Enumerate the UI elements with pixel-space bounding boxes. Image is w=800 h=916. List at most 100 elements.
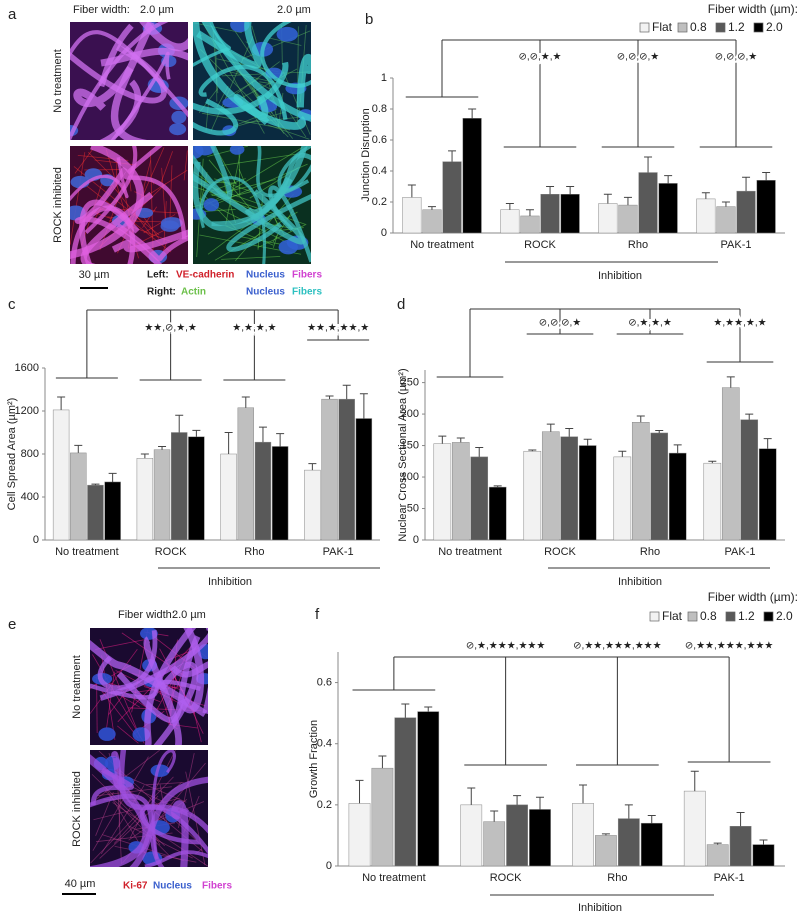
fiber xyxy=(110,51,171,140)
error-bar xyxy=(359,393,368,419)
bracket xyxy=(55,310,118,379)
bar xyxy=(640,822,663,867)
legend-swatch xyxy=(763,611,774,622)
bar xyxy=(271,446,289,541)
texture xyxy=(238,147,241,196)
significance: ★,★★,★,★ xyxy=(713,318,766,329)
bar xyxy=(541,431,560,541)
group-label: Inhibition xyxy=(598,270,642,282)
error-bar xyxy=(490,810,499,822)
panel-letter: f xyxy=(315,606,320,623)
error-bar xyxy=(601,833,610,836)
legend-item: Nucleus xyxy=(153,881,192,892)
bracket xyxy=(139,310,202,381)
micrograph-content xyxy=(90,628,208,745)
fiber xyxy=(171,800,190,867)
bar xyxy=(658,183,678,234)
significance: ⊘,★★,★★★,★★★ xyxy=(685,641,773,652)
bracket xyxy=(706,309,774,363)
error-bar xyxy=(424,706,433,712)
error-bar xyxy=(546,423,555,432)
bar xyxy=(488,486,507,541)
legend-swatch xyxy=(725,611,736,622)
y-axis-label: Growth Fraction xyxy=(308,720,320,798)
texture xyxy=(95,639,145,650)
legend-swatch xyxy=(649,611,660,622)
error-bar xyxy=(701,192,710,199)
texture xyxy=(225,151,242,225)
y-tick-label: 0 xyxy=(33,534,39,546)
legend-swatch xyxy=(715,22,726,33)
bar xyxy=(752,844,775,867)
x-tick-label: ROCK xyxy=(155,546,187,558)
row-label: No treatment xyxy=(52,49,64,113)
fiber xyxy=(193,146,233,200)
error-bar xyxy=(355,779,364,804)
bar xyxy=(70,452,87,541)
nucleus xyxy=(169,123,187,136)
legend-side: Right: xyxy=(147,287,176,298)
legend-item: Actin xyxy=(181,287,206,298)
legend-item: Nucleus xyxy=(246,287,285,298)
error-bar xyxy=(325,395,334,400)
panel-letter: b xyxy=(365,11,373,28)
legend-swatch xyxy=(677,22,688,33)
texture xyxy=(234,31,307,138)
fiber xyxy=(144,850,208,867)
fiber xyxy=(70,30,188,118)
error-bar xyxy=(407,184,416,198)
error-bar xyxy=(438,435,447,444)
error-bar xyxy=(456,437,465,443)
bar xyxy=(87,484,104,541)
bar xyxy=(171,432,188,541)
legend-label: Flat xyxy=(652,20,673,34)
bar xyxy=(683,790,706,867)
scale-bar-label: 40 µm xyxy=(65,878,96,890)
texture xyxy=(97,786,172,797)
bracket xyxy=(601,40,675,148)
panel-letter: a xyxy=(8,6,17,23)
bar xyxy=(668,452,687,541)
bar xyxy=(736,190,756,234)
error-bar xyxy=(505,203,514,210)
error-bar xyxy=(224,432,233,454)
legend-title: Fiber width (µm): xyxy=(708,2,798,16)
bar xyxy=(529,809,551,867)
nucleus xyxy=(98,727,116,741)
fiber xyxy=(260,22,311,88)
bar xyxy=(394,717,417,867)
error-bar xyxy=(448,150,457,162)
texture xyxy=(296,26,299,124)
fiber xyxy=(193,61,289,115)
bar xyxy=(136,458,154,541)
bar xyxy=(153,449,171,541)
texture xyxy=(188,691,202,743)
error-bar xyxy=(745,413,754,420)
error-bar xyxy=(566,186,575,195)
fiber xyxy=(177,628,205,714)
error-bar xyxy=(742,176,751,192)
legend-item: Nucleus xyxy=(246,270,285,281)
bar xyxy=(470,456,489,541)
fiber xyxy=(196,22,262,69)
x-tick-label: PAK-1 xyxy=(714,872,745,884)
nucleus xyxy=(276,26,298,42)
fiber xyxy=(90,679,201,700)
scale-bar-label: 30 µm xyxy=(79,269,110,281)
error-bar xyxy=(763,438,772,449)
bar xyxy=(696,198,716,234)
nucleus xyxy=(203,198,220,212)
texture xyxy=(145,169,188,197)
legend-label: 1.2 xyxy=(738,609,755,623)
fiber xyxy=(201,22,311,122)
texture xyxy=(234,61,280,96)
legend-label: Flat xyxy=(662,609,683,623)
significance: ★,★,★,★ xyxy=(232,323,276,334)
bar xyxy=(104,481,121,541)
error-bar xyxy=(535,796,544,810)
error-bar xyxy=(647,815,656,824)
bar xyxy=(721,387,740,541)
y-axis-label: Nuclear Cross Sectional Area (µm²) xyxy=(397,368,409,541)
error-bar xyxy=(140,453,149,459)
fiber xyxy=(79,199,140,264)
